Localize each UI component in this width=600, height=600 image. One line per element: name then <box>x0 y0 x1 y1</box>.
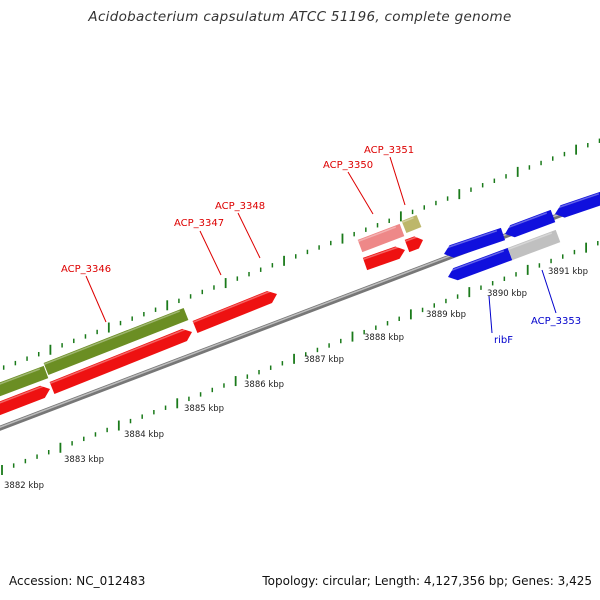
outer-tick-track <box>2 138 600 370</box>
label-leader-line <box>488 295 493 334</box>
forward-gene <box>0 385 50 419</box>
scale-label: 3886 kbp <box>244 380 284 390</box>
scale-layer: 3882 kbp 3883 kbp 3884 kbp 3885 kbp 3886 kbp… <box>4 267 588 491</box>
inner-tick-track <box>1 241 599 475</box>
olive-feature <box>43 307 189 376</box>
forward-gene <box>192 290 277 334</box>
label-leader-line <box>199 230 222 276</box>
gene-label: ACP_3351 <box>364 145 414 156</box>
scale-label: 3889 kbp <box>426 310 466 320</box>
gene-label: ribF <box>494 335 513 346</box>
accession-label: Accession: NC_012483 <box>9 574 146 588</box>
scale-label: 3885 kbp <box>184 404 224 414</box>
label-leader-line <box>347 171 374 215</box>
label-leader-line <box>389 156 406 206</box>
forward-gene <box>362 246 406 271</box>
scale-label: 3882 kbp <box>4 481 44 491</box>
label-leader-line <box>85 275 107 323</box>
label-leader-line <box>237 212 261 259</box>
scale-label: 3891 kbp <box>548 267 588 277</box>
gene-label: ACP_3347 <box>174 218 224 229</box>
label-layer: ACP_3346 ACP_3347 ACP_3348 ACP_3350 ACP_3351… <box>61 145 581 346</box>
forward-gene-light <box>357 223 405 253</box>
forward-gene <box>49 328 192 395</box>
scale-label: 3883 kbp <box>64 455 104 465</box>
scale-label: 3890 kbp <box>487 289 527 299</box>
reverse-gene <box>446 247 513 281</box>
olive-feature <box>0 365 49 400</box>
reverse-gene <box>553 190 600 218</box>
label-leader-line <box>541 269 557 314</box>
scale-label: 3884 kbp <box>124 430 164 440</box>
grey-feature <box>507 229 561 261</box>
tan-feature <box>401 214 422 234</box>
gene-label: ACP_3348 <box>215 201 265 212</box>
scale-label: 3888 kbp <box>364 333 404 343</box>
forward-gene <box>404 236 423 253</box>
map-title: Acidobacterium capsulatum ATCC 51196, co… <box>88 9 512 25</box>
genome-summary: Topology: circular; Length: 4,127,356 bp… <box>262 574 592 588</box>
gene-label: ACP_3346 <box>61 264 111 275</box>
gene-label: ACP_3350 <box>323 160 373 171</box>
reverse-gene <box>442 227 506 258</box>
scale-label: 3887 kbp <box>304 355 344 365</box>
gene-label: ACP_3353 <box>531 316 581 327</box>
feature-layer <box>0 190 600 419</box>
reverse-gene <box>502 209 556 238</box>
